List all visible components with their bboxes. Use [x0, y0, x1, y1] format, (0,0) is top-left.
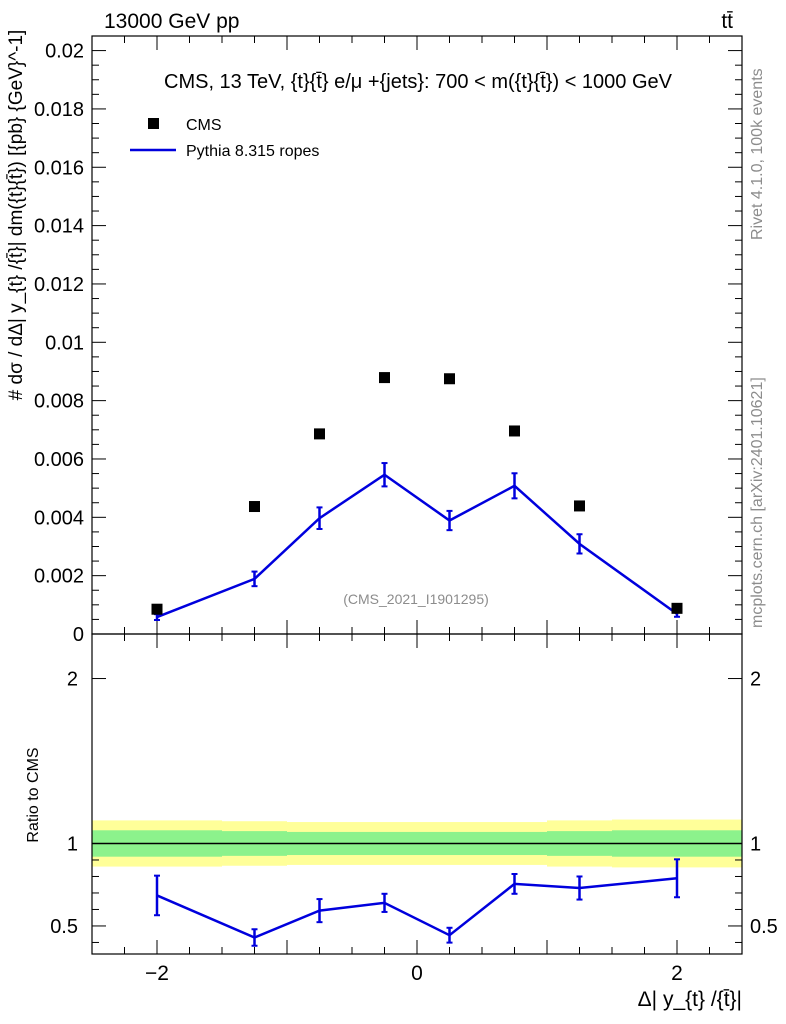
cms-point	[574, 500, 585, 512]
ratio-y-tick-label-right: 0.5	[750, 916, 778, 938]
y-tick-label: 0.002	[34, 566, 84, 588]
main-data-marks	[151, 372, 683, 621]
main-panel: 0 0.002 0.004 0.006 0.008 0.01 0.012 0.014 0.016…	[6, 30, 743, 646]
x-axis-label: Δ| y_{t} /{t̄}|	[638, 988, 742, 1011]
main-title: CMS, 13 TeV, {t}{t̄} e/μ +{jets}: 700 < …	[164, 71, 673, 93]
cms-point	[444, 373, 455, 385]
pythia-line	[156, 473, 678, 619]
rivet-label: Rivet 4.1.0, 100k events	[749, 68, 766, 240]
x-tick-label: 2	[671, 962, 683, 985]
ratio-y-tick-labels: 0.5 0.5 1 1 2 2	[50, 669, 778, 938]
ratio-bands	[92, 819, 742, 868]
cms-point	[151, 603, 163, 615]
ratio-y-tick-label-right: 2	[750, 669, 761, 691]
ratio-axis-ticks	[91, 634, 743, 954]
x-tick-label: −2	[145, 962, 169, 985]
ratio-panel: 0.5 0.5 1 1 2 2 −2 0 2 Ratio to CMS Δ| y_{t} /{…	[25, 633, 778, 1011]
legend: CMS Pythia 8.315 ropes	[130, 117, 319, 160]
y-tick-label: 0.004	[34, 507, 84, 529]
main-y-tick-labels: 0 0.002 0.004 0.006 0.008 0.01 0.012 0.014 0.016…	[34, 41, 84, 646]
ratio-data-marks	[154, 858, 680, 947]
main-axis-ticks	[91, 35, 743, 635]
y-tick-label: 0.012	[34, 274, 84, 296]
process-label: tt̄	[721, 10, 733, 33]
mcplots-label: mcplots.cern.ch [arXiv:2401.10621]	[749, 377, 766, 628]
ratio-x-tick-labels: −2 0 2	[145, 962, 683, 985]
ratio-y-axis-label: Ratio to CMS	[25, 747, 42, 842]
cms-point	[379, 372, 390, 384]
legend-label-pythia: Pythia 8.315 ropes	[186, 143, 319, 160]
energy-label: 13000 GeV pp	[104, 10, 239, 33]
ratio-y-tick-label: 1	[67, 833, 78, 855]
ratio-pythia-line	[156, 877, 678, 939]
y-tick-label: 0.016	[34, 157, 84, 179]
y-tick-label: 0.02	[45, 41, 84, 63]
y-tick-label: 0.008	[34, 391, 84, 413]
ratio-y-tick-label: 2	[67, 669, 78, 691]
cms-point	[509, 425, 520, 437]
y-tick-label: 0.006	[34, 449, 84, 471]
y-tick-label: 0.014	[34, 216, 84, 238]
x-tick-label: 0	[411, 962, 423, 985]
ratio-y-tick-label: 0.5	[50, 916, 78, 938]
cms-point	[314, 428, 325, 440]
legend-marker-cms	[148, 118, 159, 129]
cms-point	[671, 602, 683, 614]
cms-point	[249, 501, 260, 513]
y-tick-label: 0.01	[45, 332, 84, 354]
y-tick-label: 0	[73, 624, 84, 646]
ratio-frame	[91, 633, 743, 955]
y-tick-label: 0.018	[34, 99, 84, 121]
analysis-watermark: (CMS_2021_I1901295)	[343, 591, 489, 607]
ratio-y-tick-label-right: 1	[750, 833, 761, 855]
legend-label-cms: CMS	[186, 117, 222, 134]
main-y-axis-label: # dσ / dΔ| y_{t} /{t̄}| dm({t}{t̄}) [{pb…	[6, 30, 27, 401]
